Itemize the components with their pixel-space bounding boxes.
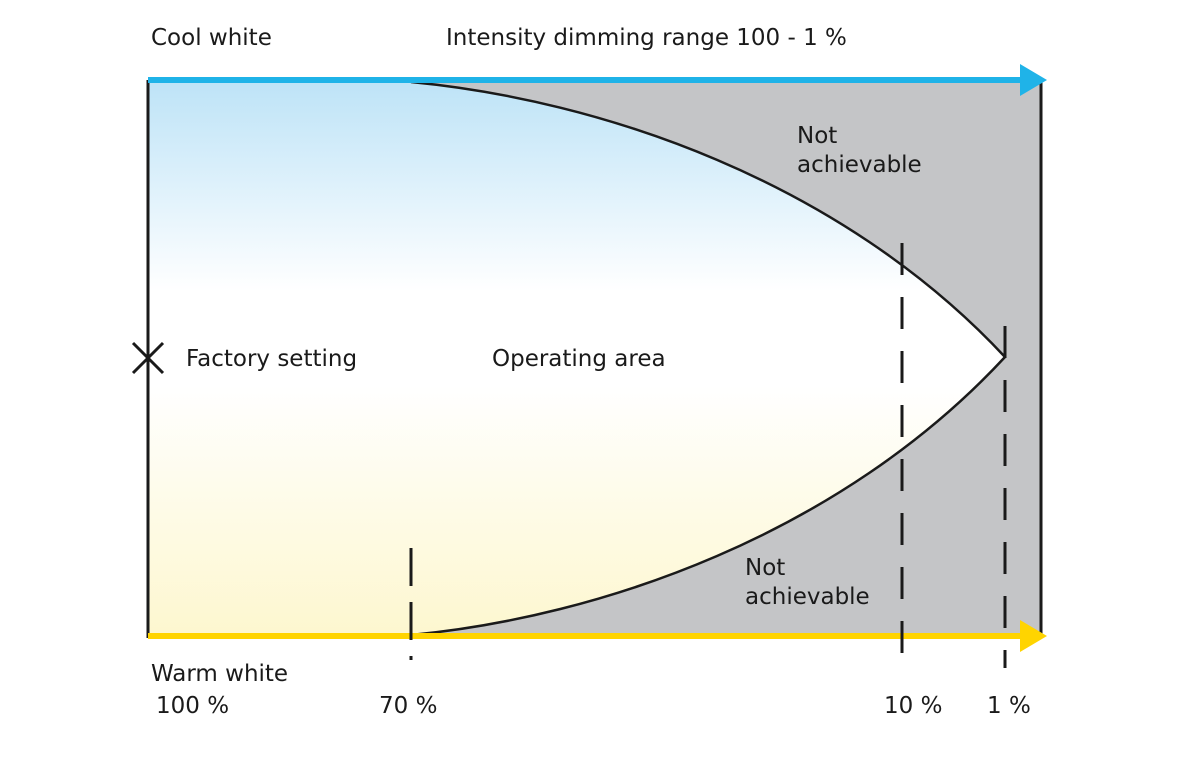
operating-area-label: Operating area [492, 346, 666, 372]
cool-white-label: Cool white [151, 25, 272, 51]
not-achievable-bottom-line1: Not [745, 555, 785, 581]
lower-boundary-curve [410, 356, 1006, 637]
upper-boundary-curve [410, 80, 1006, 358]
not-achievable-region-bottom [411, 357, 1041, 635]
tick-label-1: 1 % [987, 693, 1031, 719]
tick-label-10: 10 % [884, 693, 942, 719]
warm-white-arrow-head [1020, 620, 1047, 652]
tick-label-100: 100 % [156, 693, 229, 719]
not-achievable-bottom-line2: achievable [745, 584, 870, 610]
cool-white-arrow-head [1020, 64, 1047, 96]
not-achievable-top-line1: Not [797, 123, 837, 149]
factory-setting-label: Factory setting [186, 346, 357, 372]
factory-setting-cross-icon [131, 341, 165, 375]
warm-white-label: Warm white [151, 661, 288, 687]
not-achievable-region-top [411, 82, 1041, 357]
diagram-title: Intensity dimming range 100 - 1 % [446, 25, 847, 51]
tick-label-70: 70 % [379, 693, 437, 719]
not-achievable-top-line2: achievable [797, 152, 922, 178]
